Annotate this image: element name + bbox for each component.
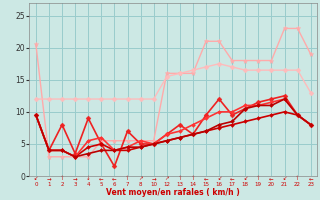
- X-axis label: Vent moyen/en rafales ( km/h ): Vent moyen/en rafales ( km/h ): [107, 188, 240, 197]
